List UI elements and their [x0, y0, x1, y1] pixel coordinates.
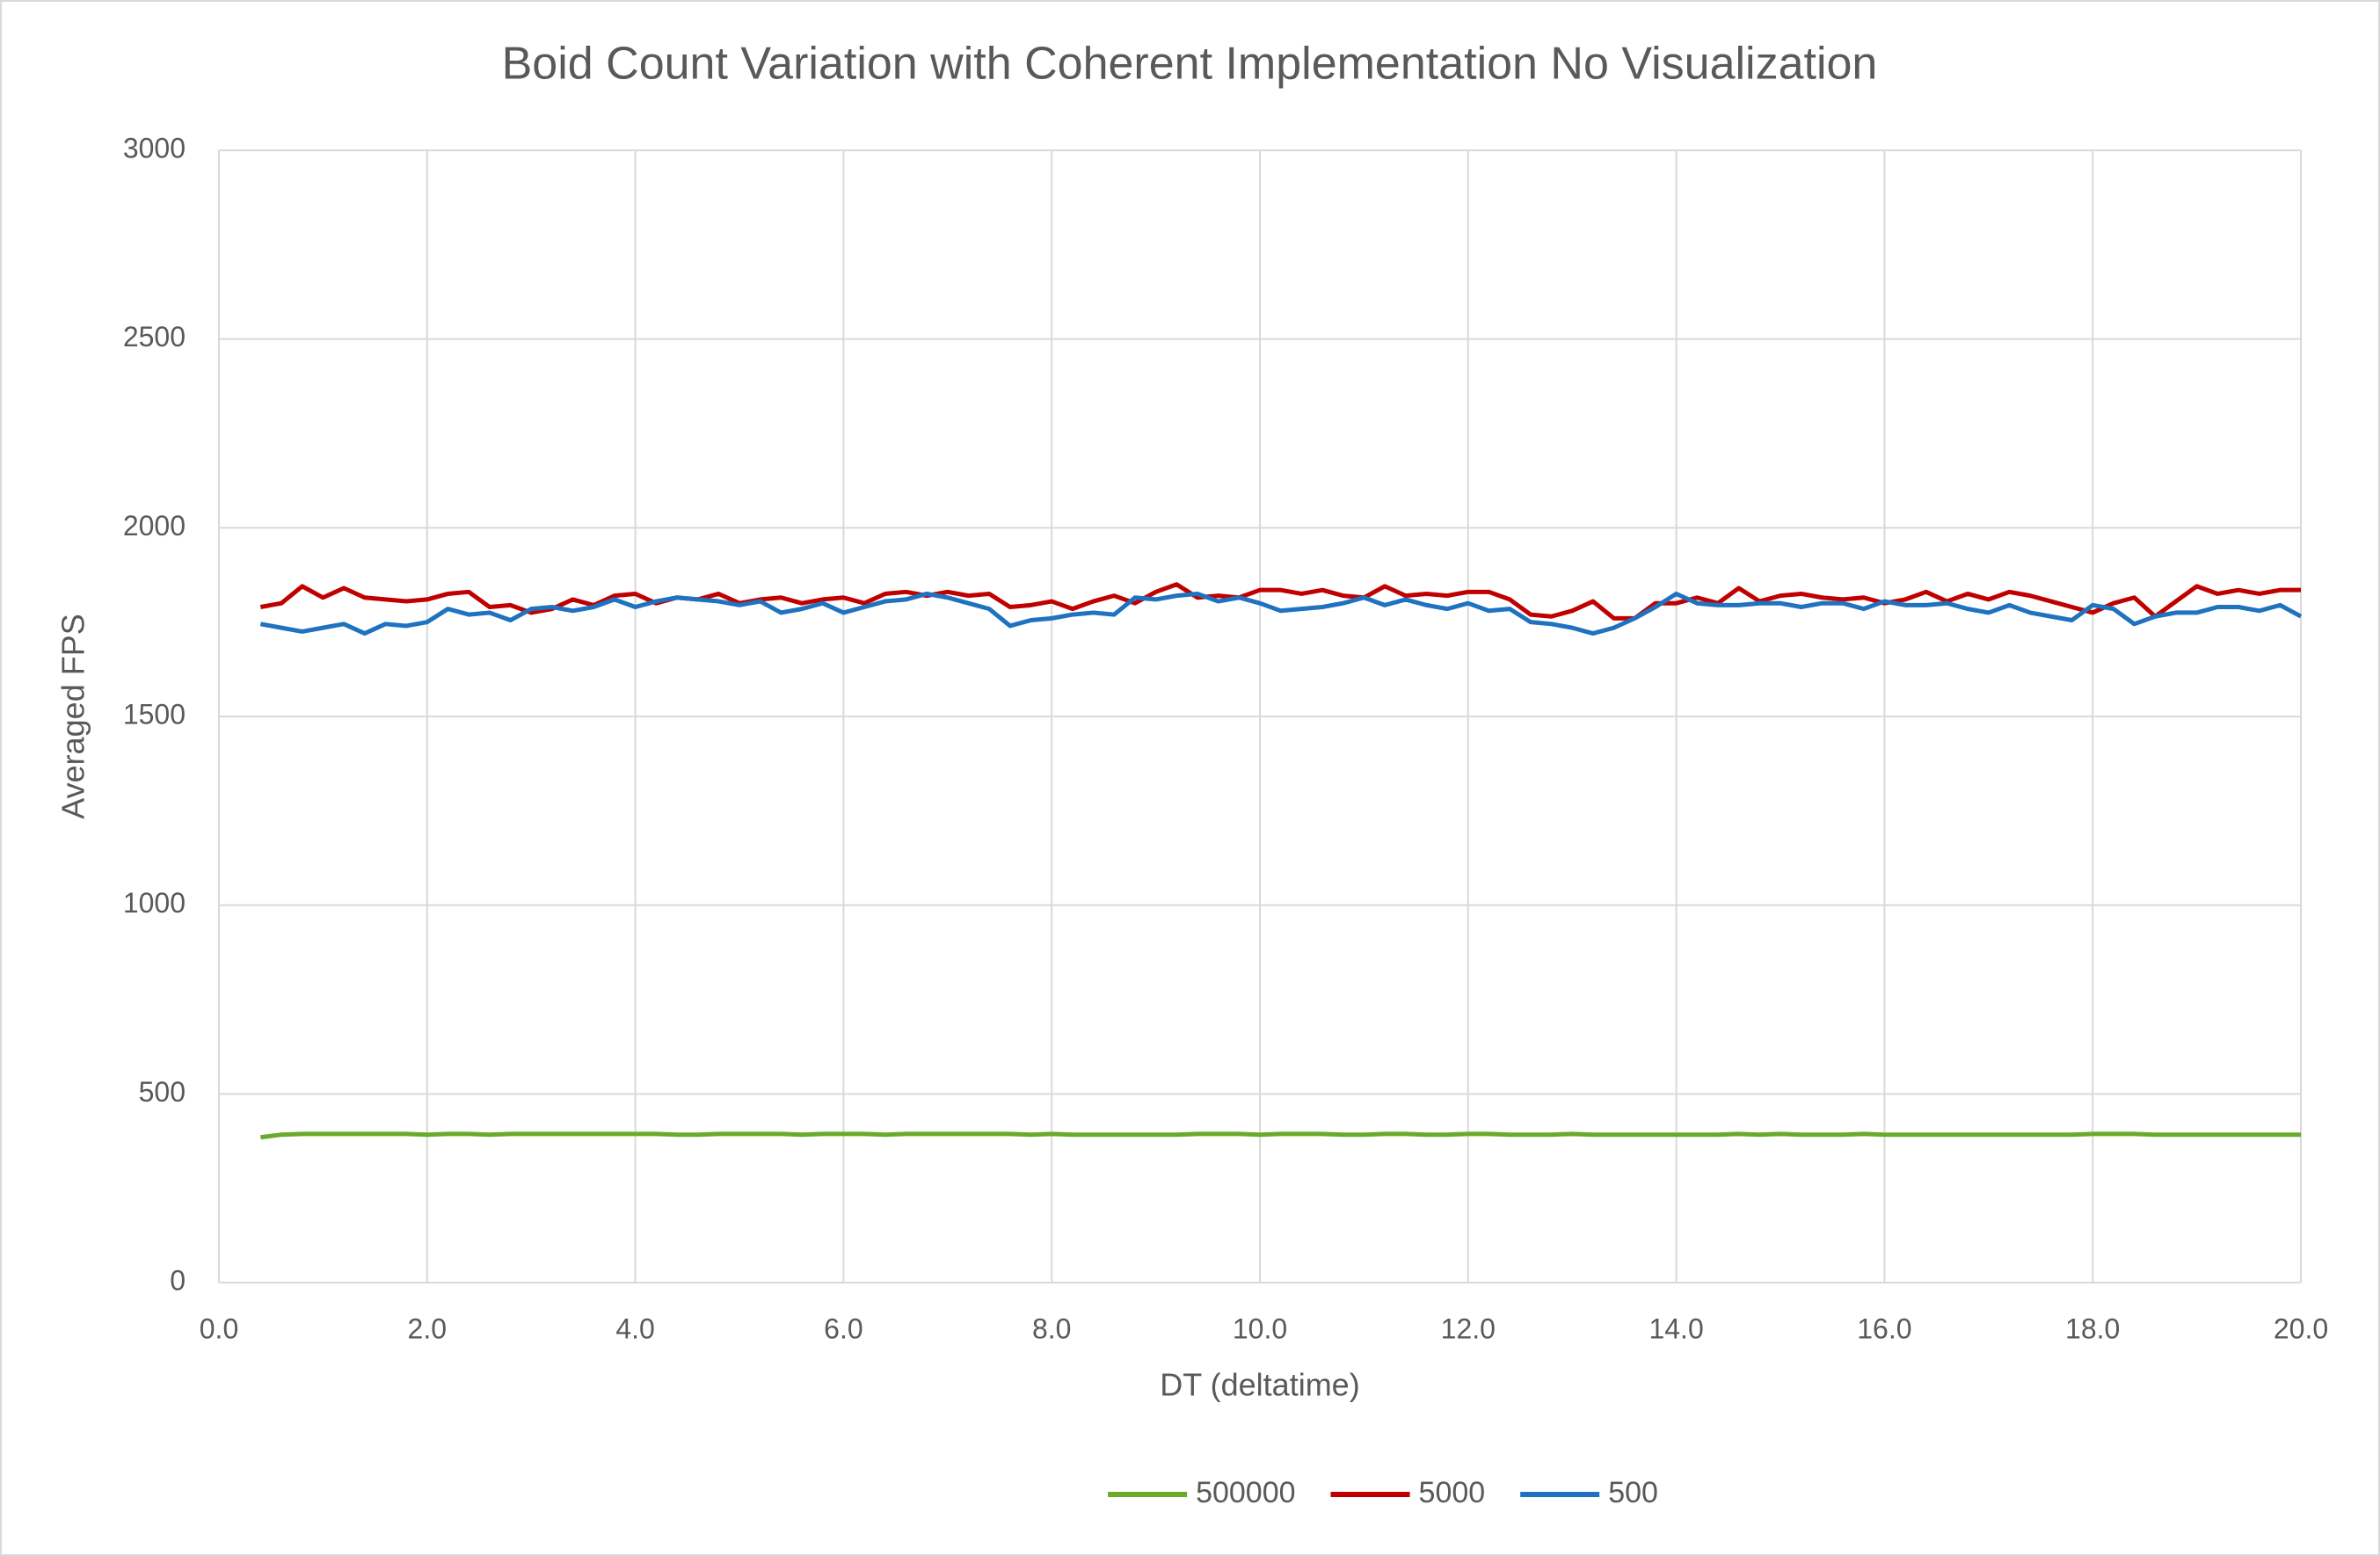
y-tick-label: 2000 — [123, 510, 186, 542]
x-tick-label: 14.0 — [1649, 1312, 1703, 1344]
y-tick-label: 2500 — [123, 321, 186, 353]
series-line — [259, 582, 2301, 621]
x-tick-label: 2.0 — [408, 1312, 447, 1344]
x-tick-label: 4.0 — [615, 1312, 654, 1344]
x-tick-label: 12.0 — [1441, 1312, 1496, 1344]
x-tick-label: 16.0 — [1857, 1312, 1911, 1344]
x-tick-label: 0.0 — [200, 1312, 238, 1344]
x-tick-label: 10.0 — [1233, 1312, 1287, 1344]
chart-title: Boid Count Variation with Coherent Imple… — [502, 39, 1878, 90]
x-tick-label: 8.0 — [1032, 1312, 1071, 1344]
y-tick-label: 1500 — [123, 698, 186, 730]
legend-label: 500000 — [1196, 1476, 1295, 1509]
series-line — [260, 1131, 2301, 1140]
y-tick-label: 3000 — [123, 132, 186, 164]
x-tick-label: 6.0 — [824, 1312, 862, 1344]
series-line — [259, 591, 2303, 636]
y-axis-title: Averaged FPS — [55, 614, 91, 818]
y-tick-label: 0 — [170, 1264, 186, 1296]
legend-label: 5000 — [1419, 1476, 1486, 1509]
legend-label: 500 — [1608, 1476, 1658, 1509]
x-tick-label: 18.0 — [2065, 1312, 2120, 1344]
y-tick-label: 1000 — [123, 887, 186, 919]
x-tick-label: 20.0 — [2274, 1312, 2328, 1344]
x-axis-title: DT (deltatime) — [1160, 1367, 1359, 1403]
y-tick-label: 500 — [139, 1076, 186, 1108]
